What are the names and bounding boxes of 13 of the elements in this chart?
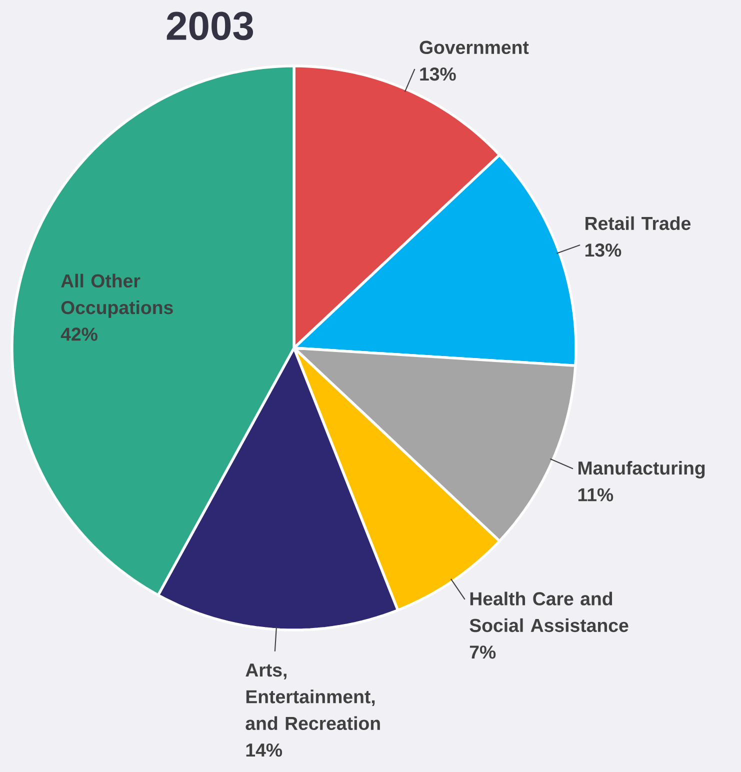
slice-label: Health Care and Social Assistance <box>470 592 628 632</box>
data-label: 13% <box>420 67 456 81</box>
slice-label: Manufacturing <box>578 460 705 478</box>
data-label: 42% <box>60 328 98 341</box>
slice-label: All Other Occupations <box>61 274 173 318</box>
data-label: 14% <box>246 744 282 757</box>
slice-label: Arts, Entertainment, and Recreation <box>246 664 380 730</box>
data-label: 13% <box>585 243 622 257</box>
data-label: 11% <box>578 488 614 502</box>
chart-title: 2003 <box>166 12 254 40</box>
data-label: 7% <box>470 646 496 659</box>
slice-label: Government <box>420 40 529 54</box>
slice-label: Retail Trade <box>586 216 691 230</box>
